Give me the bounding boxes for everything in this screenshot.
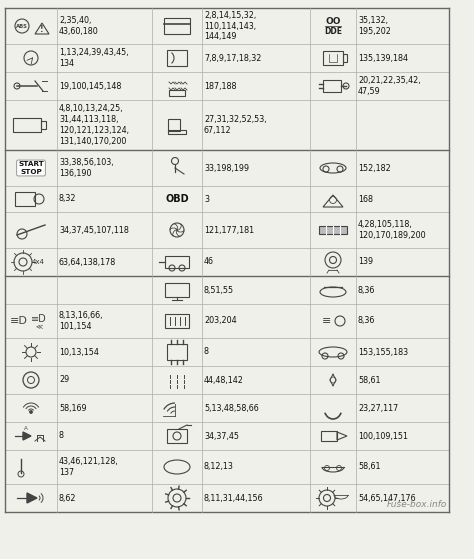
Bar (168, 130, 186, 134)
Bar (168, 119, 180, 131)
Text: 203,204: 203,204 (204, 316, 237, 325)
Text: 33,38,56,103,
136,190: 33,38,56,103, 136,190 (59, 158, 114, 178)
Bar (165, 314, 189, 328)
Text: ≡D: ≡D (10, 316, 28, 326)
Bar (41, 121, 46, 129)
Text: DDE: DDE (324, 26, 342, 36)
Text: !: ! (40, 26, 44, 35)
Bar (343, 54, 347, 62)
Text: 54,65,147,176: 54,65,147,176 (358, 494, 416, 503)
Text: 8,36: 8,36 (358, 286, 375, 295)
Polygon shape (23, 432, 31, 440)
Text: 7,8,9,17,18,32: 7,8,9,17,18,32 (204, 54, 261, 63)
Bar (165, 283, 189, 297)
Text: 58,61: 58,61 (358, 376, 381, 385)
Text: 8,51,55: 8,51,55 (204, 286, 234, 295)
Text: ≡: ≡ (322, 316, 332, 326)
Text: 34,37,45: 34,37,45 (204, 432, 239, 440)
Text: OBD: OBD (165, 194, 189, 204)
Text: 153,155,183: 153,155,183 (358, 348, 408, 357)
Text: ≪: ≪ (35, 324, 43, 330)
Text: ABS: ABS (16, 23, 28, 29)
Text: 121,177,181: 121,177,181 (204, 225, 254, 234)
Bar (164, 18, 190, 34)
Text: 33,198,199: 33,198,199 (204, 163, 249, 173)
Bar (321, 431, 337, 441)
Text: 20,21,22,35,42,
47,59: 20,21,22,35,42, 47,59 (358, 76, 420, 96)
Text: 8,12,13: 8,12,13 (204, 462, 234, 471)
Text: 1,13,24,39,43,45,
134: 1,13,24,39,43,45, 134 (59, 48, 128, 68)
Text: ≡D: ≡D (31, 314, 47, 324)
Text: 8,13,16,66,
101,154: 8,13,16,66, 101,154 (59, 311, 103, 331)
Text: 63,64,138,178: 63,64,138,178 (59, 258, 116, 267)
Text: 46: 46 (204, 258, 214, 267)
Text: Fuse-box.info: Fuse-box.info (387, 500, 447, 509)
Text: 168: 168 (358, 195, 373, 203)
Bar (165, 256, 189, 268)
Text: 4x4: 4x4 (32, 259, 45, 265)
Text: 10,13,154: 10,13,154 (59, 348, 99, 357)
Bar (169, 90, 185, 96)
Text: START
STOP: START STOP (18, 162, 44, 174)
Text: 8,36: 8,36 (358, 316, 375, 325)
Text: 44,48,142: 44,48,142 (204, 376, 244, 385)
Text: 34,37,45,107,118: 34,37,45,107,118 (59, 225, 129, 234)
Text: 152,182: 152,182 (358, 163, 391, 173)
Circle shape (30, 411, 32, 413)
Text: 3: 3 (204, 195, 209, 203)
Text: 8,32: 8,32 (59, 195, 76, 203)
Text: 35,132,
195,202: 35,132, 195,202 (358, 16, 391, 36)
Text: 27,31,32,52,53,
67,112: 27,31,32,52,53, 67,112 (204, 115, 266, 135)
Text: 8: 8 (204, 348, 209, 357)
Text: 8,11,31,44,156: 8,11,31,44,156 (204, 494, 264, 503)
Text: 8: 8 (59, 432, 64, 440)
Bar (167, 344, 187, 360)
Text: 29: 29 (59, 376, 69, 385)
Text: A: A (24, 425, 28, 430)
Text: 43,46,121,128,
137: 43,46,121,128, 137 (59, 457, 119, 477)
Bar (323, 51, 343, 65)
Text: OO: OO (325, 17, 341, 26)
Bar (15, 192, 35, 206)
Text: 23,27,117: 23,27,117 (358, 404, 398, 413)
Text: 58,61: 58,61 (358, 462, 381, 471)
Text: 58,169: 58,169 (59, 404, 87, 413)
Text: 8,62: 8,62 (59, 494, 76, 503)
Bar (167, 429, 187, 443)
Bar (319, 226, 347, 234)
Polygon shape (27, 493, 37, 503)
Bar (13, 118, 41, 132)
Text: 5,13,48,58,66: 5,13,48,58,66 (204, 404, 259, 413)
Text: 19,100,145,148: 19,100,145,148 (59, 82, 121, 91)
Bar (167, 50, 187, 66)
Text: 187,188: 187,188 (204, 82, 237, 91)
Text: 4,8,10,13,24,25,
31,44,113,118,
120,121,123,124,
131,140,170,200: 4,8,10,13,24,25, 31,44,113,118, 120,121,… (59, 105, 129, 146)
Text: 4,28,105,118,
120,170,189,200: 4,28,105,118, 120,170,189,200 (358, 220, 426, 240)
Text: 135,139,184: 135,139,184 (358, 54, 408, 63)
Bar (323, 80, 341, 92)
Text: 2,35,40,
43,60,180: 2,35,40, 43,60,180 (59, 16, 99, 36)
Text: 100,109,151: 100,109,151 (358, 432, 408, 440)
Text: 2,8,14,15,32,
110,114,143,
144,149: 2,8,14,15,32, 110,114,143, 144,149 (204, 11, 256, 41)
Text: 139: 139 (358, 258, 373, 267)
